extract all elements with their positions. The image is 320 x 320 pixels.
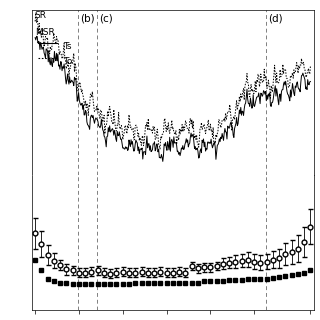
Text: MSR: MSR (35, 28, 55, 37)
Text: (c): (c) (99, 14, 113, 24)
Text: (b): (b) (80, 14, 94, 24)
Text: Ts: Ts (63, 42, 71, 51)
Text: To: To (63, 57, 72, 66)
Text: (d): (d) (268, 14, 283, 24)
Text: SR: SR (35, 11, 47, 20)
